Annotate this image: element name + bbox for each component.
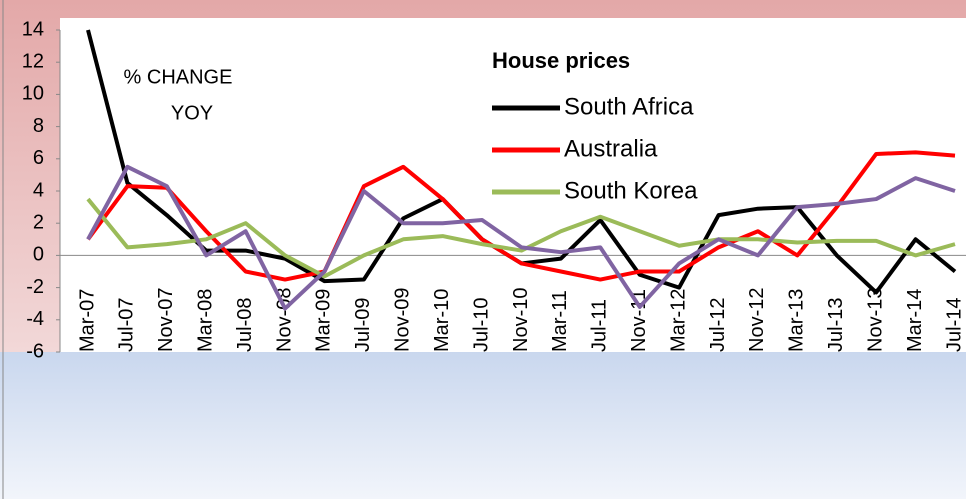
y-tick-label: -6 — [26, 340, 44, 362]
y-tick-label: 0 — [33, 244, 44, 266]
x-tick-label: Jul-12 — [707, 298, 729, 352]
legend-label: South Korea — [564, 177, 698, 204]
y-tick-label: 14 — [22, 18, 44, 40]
x-tick-label: Jul-07 — [116, 298, 138, 352]
series-line — [86, 164, 956, 311]
annotation: YOY — [171, 102, 213, 124]
y-tick-label: -2 — [26, 276, 44, 298]
x-tick-label: Nov-09 — [392, 288, 414, 352]
x-tick-label: Mar-14 — [904, 289, 926, 352]
x-tick-label: Nov-10 — [510, 288, 532, 352]
x-tick-label: Nov-07 — [155, 288, 177, 352]
x-tick-label: Mar-13 — [786, 289, 808, 352]
y-tick-label: 10 — [22, 83, 44, 105]
y-tick-label: 4 — [33, 179, 44, 201]
x-tick-label: Mar-09 — [313, 289, 335, 352]
x-tick-label: Nov-12 — [746, 288, 768, 352]
x-tick-label: Mar-11 — [549, 290, 571, 352]
y-tick-label: -4 — [26, 308, 44, 330]
x-tick-label: Jul-13 — [825, 298, 847, 352]
x-tick-label: Nov-08 — [273, 288, 295, 352]
x-tick-label: Mar-12 — [667, 289, 689, 352]
x-tick-label: Jul-08 — [234, 298, 256, 352]
x-tick-label: Mar-07 — [76, 289, 98, 352]
x-tick-label: Nov-13 — [864, 288, 886, 352]
series-line — [86, 150, 956, 282]
y-tick-label: 6 — [33, 147, 44, 169]
plot-area — [60, 18, 966, 352]
x-tick-label: Mar-10 — [431, 289, 453, 352]
y-tick-label: 8 — [33, 115, 44, 137]
x-tick-label: Jul-09 — [352, 298, 374, 352]
x-tick-label: Nov-11 — [628, 289, 650, 352]
x-tick-label: Mar-08 — [195, 289, 217, 352]
annotation: % CHANGE — [124, 66, 233, 88]
legend-title: House prices — [492, 48, 630, 73]
series-line — [86, 197, 956, 279]
y-tick-label: 2 — [33, 211, 44, 233]
legend-label: South Africa — [564, 93, 694, 120]
background-bottom — [0, 352, 966, 499]
x-tick-label: Jul-10 — [470, 298, 492, 352]
x-tick-label: Jul-11 — [589, 299, 611, 352]
legend-label: Australia — [564, 135, 658, 162]
x-tick-label: Jul-14 — [943, 298, 965, 352]
y-tick-label: 12 — [22, 50, 44, 72]
